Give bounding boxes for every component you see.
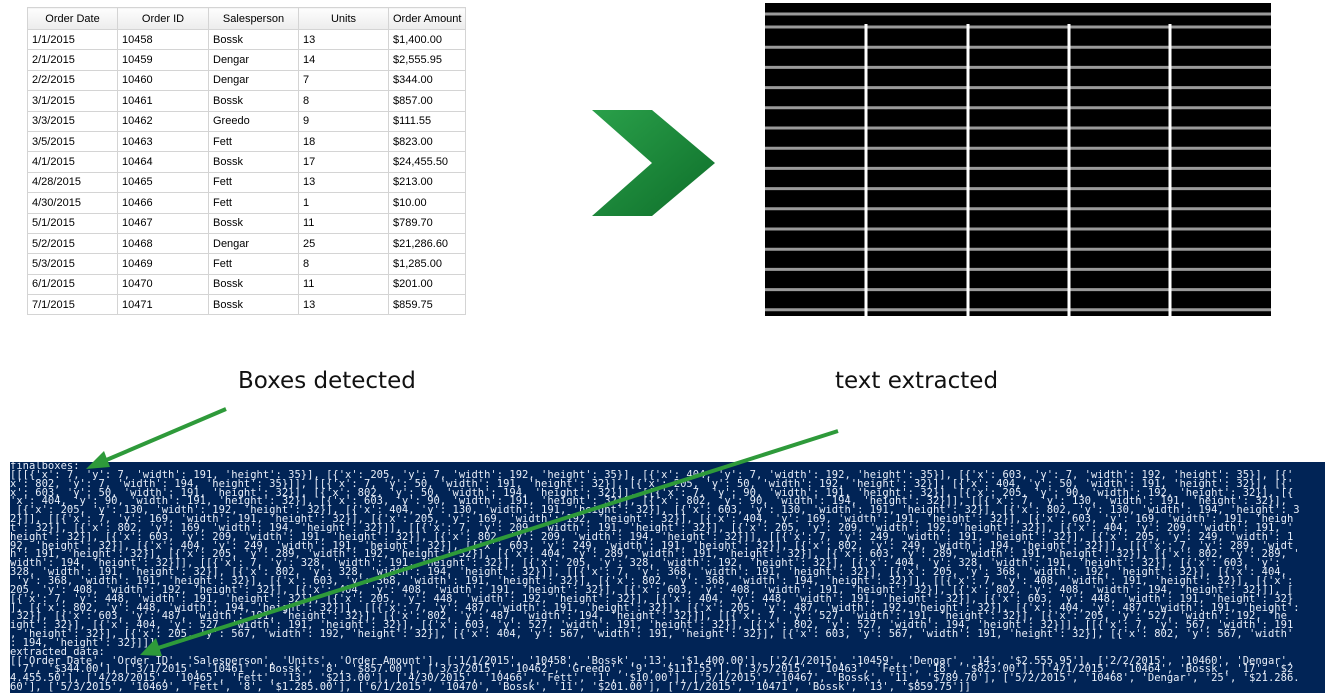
table-row: 3/1/2015 10461 Bossk 8 $857.00	[27, 90, 467, 112]
table-row: 5/2/2015 10468 Dengar 25 $21,286.60	[27, 232, 467, 255]
table-cell: 18	[298, 130, 389, 153]
table-row: 7/1/2015 10471 Bossk 13 $859.75	[27, 294, 467, 316]
caption-text: text extracted	[835, 368, 999, 394]
terminal-line: , 'height': 32}], [{'x': 205, 'y': 567, …	[10, 628, 1294, 641]
table-cell: Bossk	[208, 28, 299, 51]
table-cell: 3/1/2015	[27, 90, 118, 112]
source-table: Order Date Order ID Salesperson Units Order …	[27, 7, 467, 316]
terminal-line: finalboxes:	[10, 462, 80, 472]
table-cell: $344.00	[387, 69, 467, 92]
table-row: 2/2/2015 10460 Dengar 7 $344.00	[27, 69, 467, 92]
caption-boxes: Boxes detected	[238, 368, 416, 394]
table-row: 3/5/2015 10463 Fett 18 $823.00	[27, 130, 467, 153]
table-cell: $859.75	[387, 294, 467, 316]
table-cell: 13	[298, 294, 389, 316]
table-cell: 10469	[117, 253, 209, 275]
table-cell: $1,400.00	[387, 28, 467, 51]
column-header: Order ID	[117, 7, 209, 30]
terminal-line: [['Order Date', 'Order ID', 'Salesperson…	[10, 654, 1294, 667]
table-row: 1/1/2015 10458 Bossk 13 $1,400.00	[27, 28, 467, 51]
chevron-arrow	[592, 110, 715, 216]
table-cell: $789.70	[387, 212, 467, 234]
detected-grid	[765, 3, 1271, 316]
column-header: Salesperson	[208, 7, 299, 30]
terminal-line: : 194, 'height': 32}]]]	[10, 636, 156, 649]
table-cell: 7/1/2015	[27, 294, 118, 316]
table-cell: Bossk	[208, 90, 299, 112]
column-header: Order Date	[27, 7, 118, 30]
terminal-output: finalboxes: [[[{'x': 7, 'y': 7, 'width': …	[10, 462, 1325, 693]
column-header: Order Amount	[387, 7, 467, 30]
table-row: 5/3/2015 10469 Fett 8 $1,285.00	[27, 253, 467, 275]
table-cell: Dengar	[208, 69, 299, 92]
table-cell: $213.00	[387, 171, 467, 194]
grid-lines	[765, 12, 1271, 316]
table-cell: 10462	[117, 110, 209, 132]
table-body: 1/1/2015 10458 Bossk 13 $1,400.00 2/1/2015 104…	[27, 28, 467, 316]
terminal-line: 4.455.50'], ['4/28/2015', '10465', 'Fett…	[10, 672, 1300, 685]
terminal-line: '7', '$344.00'], ['3/1/2015', '10461', '…	[10, 663, 1294, 676]
table-cell: $24,455.50	[387, 151, 467, 173]
table-row: 4/28/2015 10465 Fett 13 $213.00	[27, 171, 467, 194]
terminal-line: 60'], ['5/3/2015', '10469', 'Fett', '8',…	[10, 681, 971, 693]
table-header: Order Date Order ID Salesperson Units Order …	[27, 7, 467, 30]
table-cell: 10463	[117, 130, 209, 153]
terminal-line: extracted_data:	[10, 645, 105, 658]
table-cell: 10471	[117, 294, 209, 316]
table-cell: 5/1/2015	[27, 212, 118, 234]
table-cell: 2/1/2015	[27, 49, 118, 71]
table-cell: 10468	[117, 232, 209, 255]
table-cell: 4/28/2015	[27, 171, 118, 194]
